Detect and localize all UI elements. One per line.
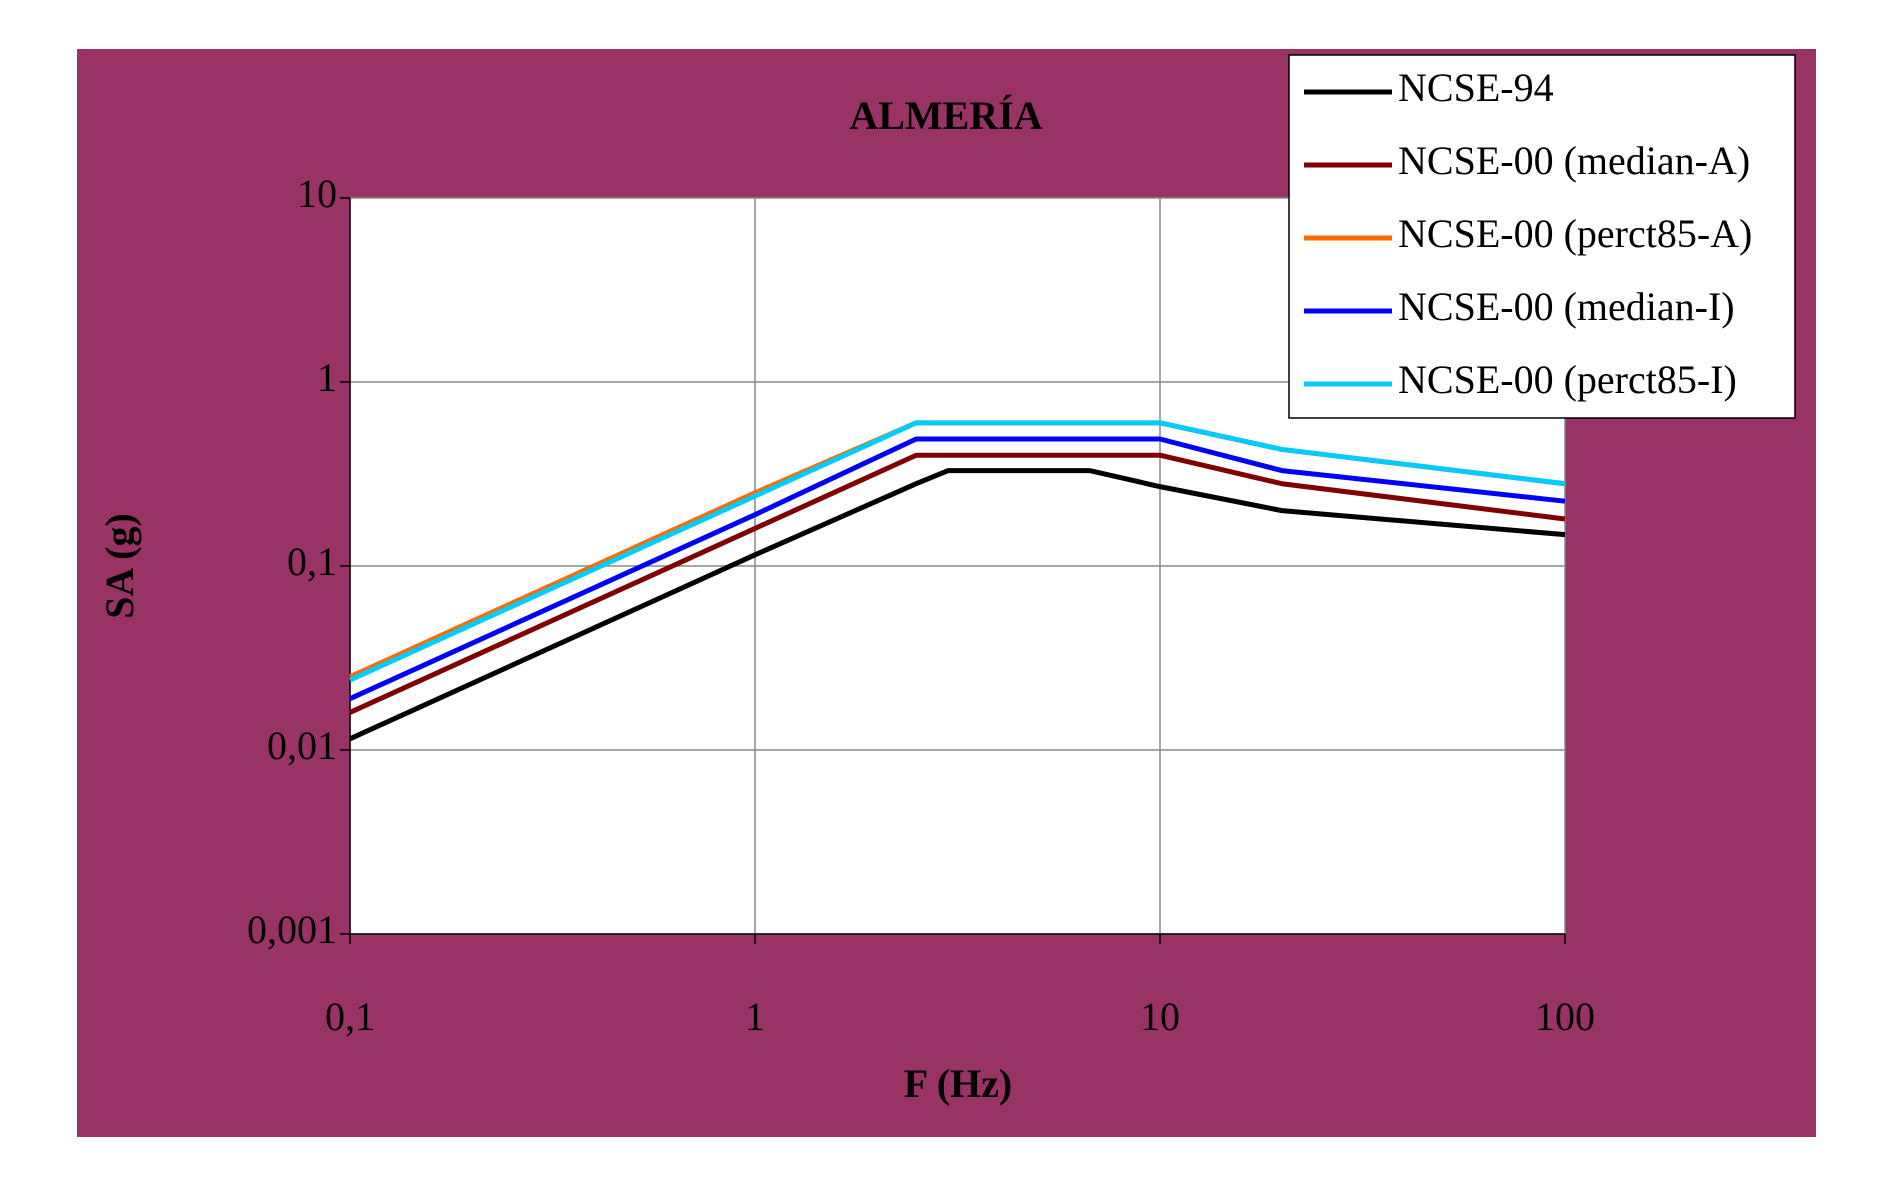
y-tick-label: 0,1 xyxy=(287,539,337,584)
legend-label: NCSE-94 xyxy=(1398,65,1554,110)
series-line xyxy=(348,452,1566,715)
x-tick-label: 10 xyxy=(1140,994,1180,1039)
y-axis-label: SA (g) xyxy=(97,513,142,619)
x-tick-label: 0,1 xyxy=(325,994,375,1039)
x-axis-label: F (Hz) xyxy=(904,1061,1012,1106)
x-tick-label: 100 xyxy=(1535,994,1595,1039)
legend-entries: NCSE-94 NCSE-00 (median-A) NCSE-00 (perct8… xyxy=(1304,65,1752,402)
legend-label: NCSE-00 (median-I) xyxy=(1398,284,1735,329)
lines xyxy=(348,420,1566,742)
series-line xyxy=(348,468,1566,742)
legend-label: NCSE-00 (median-A) xyxy=(1398,138,1750,183)
series-line xyxy=(348,420,1566,683)
y-tick-label: 1 xyxy=(317,355,337,400)
legend-label: NCSE-00 (perct85-I) xyxy=(1398,357,1737,402)
chart-title: ALMERÍA xyxy=(849,93,1042,138)
series-line xyxy=(348,436,1566,701)
y-tick-label: 0,001 xyxy=(247,907,337,952)
x-tick-label: 1 xyxy=(745,994,765,1039)
y-tick-label: 10 xyxy=(297,171,337,216)
y-tick-label: 0,01 xyxy=(267,723,337,768)
legend-label: NCSE-00 (perct85-A) xyxy=(1398,211,1752,256)
